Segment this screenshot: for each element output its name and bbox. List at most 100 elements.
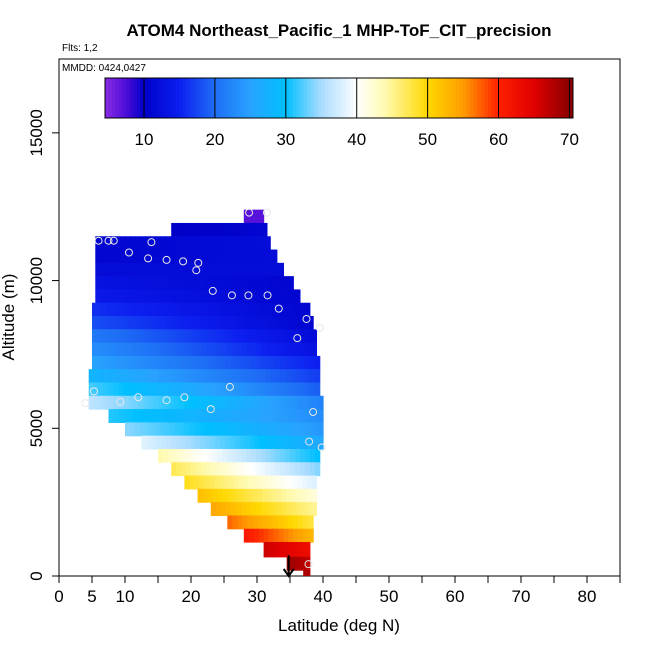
heatmap-cell: [106, 342, 113, 357]
heatmap-cell: [200, 462, 207, 477]
heatmap-cell: [203, 395, 209, 410]
heatmap-cell: [168, 249, 175, 264]
heatmap-cell: [108, 369, 114, 384]
heatmap-cell: [121, 316, 127, 330]
colorbar-segment: [530, 78, 535, 118]
observation-point: [162, 396, 171, 405]
heatmap-cell: [309, 369, 316, 384]
heatmap-cell: [243, 422, 250, 437]
heatmap-cell: [287, 475, 293, 490]
colorbar-segment: [349, 78, 354, 118]
observation-point: [305, 437, 314, 446]
heatmap-cell: [264, 435, 270, 450]
heatmap-cell: [295, 448, 301, 463]
heatmap-cell: [116, 302, 123, 317]
heatmap-cell: [172, 382, 178, 397]
y-axis: 0 5000 10000 15000: [27, 109, 59, 581]
heatmap-cell: [178, 249, 185, 264]
heatmap-cell: [232, 515, 238, 530]
heatmap-cell: [233, 262, 240, 277]
heatmap-cell: [231, 329, 238, 344]
heatmap-cell: [171, 302, 177, 317]
heatmap-cell: [123, 382, 129, 397]
heatmap-cell: [195, 435, 201, 450]
heatmap-cell: [176, 342, 183, 357]
heatmap-cell: [281, 502, 287, 517]
heatmap-cell: [309, 462, 316, 477]
heatmap-cell: [230, 502, 237, 517]
heatmap-cell: [241, 369, 247, 384]
heatmap-cell: [286, 488, 293, 503]
x-tick-label: 20: [182, 587, 201, 606]
heatmap-cell: [210, 302, 217, 317]
heatmap-cell: [234, 435, 241, 450]
heatmap-cell: [213, 475, 220, 490]
heatmap-cell: [110, 236, 116, 251]
heatmap-cell: [150, 289, 156, 304]
heatmap-cell: [180, 316, 186, 330]
colorbar-segment: [271, 78, 276, 118]
heatmap-cell: [216, 448, 223, 463]
colorbar-segment: [534, 78, 539, 118]
heatmap-cell: [290, 382, 296, 397]
heatmap-cell: [191, 462, 197, 477]
heatmap-cell: [288, 422, 294, 437]
colorbar-segment: [229, 78, 234, 118]
heatmap-cell: [151, 342, 158, 357]
heatmap-cell: [182, 448, 188, 463]
heatmap-cell: [141, 342, 148, 357]
observation-point: [180, 393, 189, 402]
heatmap-cell: [240, 289, 246, 304]
heatmap-cell: [134, 249, 141, 264]
heatmap-cell: [271, 342, 278, 357]
heatmap-cell: [268, 528, 275, 543]
heatmap-cell: [311, 342, 317, 357]
heatmap-cell: [131, 302, 138, 317]
heatmap-cell: [265, 236, 271, 251]
heatmap-cell: [188, 395, 194, 410]
colorbar-segment: [470, 78, 475, 118]
heatmap-cell: [208, 395, 214, 410]
colorbar-segment: [558, 78, 563, 118]
heatmap-cell: [136, 302, 143, 317]
heatmap-cell: [300, 556, 306, 571]
colorbar-segment: [218, 78, 223, 118]
colorbar-segment: [388, 78, 393, 118]
heatmap-cell: [191, 355, 197, 370]
colorbar-segment: [257, 78, 262, 118]
heatmap-cell: [290, 448, 296, 463]
heatmap-cell: [124, 249, 131, 264]
colorbar-segment: [136, 78, 141, 118]
heatmap-cell: [211, 342, 218, 357]
heatmap-cell: [199, 422, 205, 437]
heatmap-cell: [161, 435, 167, 450]
heatmap-cell: [143, 409, 150, 423]
heatmap-cell: [165, 236, 171, 251]
heatmap-cell: [160, 316, 167, 330]
heatmap-cell: [231, 342, 238, 357]
heatmap-cell: [273, 528, 280, 543]
heatmap-cell: [288, 409, 294, 423]
heatmap-cell: [183, 409, 189, 423]
heatmap-cell: [247, 475, 254, 490]
colorbar-segment: [214, 78, 219, 118]
heatmap-cell: [311, 502, 317, 517]
heatmap-cell: [252, 488, 258, 503]
heatmap-cell: [153, 395, 160, 410]
heatmap-cell: [146, 342, 153, 357]
heatmap-cell: [177, 448, 184, 463]
heatmap-cell: [289, 289, 296, 304]
colorbar-segment: [523, 78, 528, 118]
heatmap-cell: [308, 515, 314, 530]
colorbar-segment: [211, 78, 216, 118]
heatmap-cell: [278, 395, 284, 410]
colorbar-segment: [183, 78, 188, 118]
heatmap-cell: [253, 262, 260, 277]
heatmap-cell: [254, 435, 260, 450]
heatmap-cell: [134, 422, 141, 437]
heatmap-cell: [187, 369, 193, 384]
heatmap-cell: [167, 369, 173, 384]
heatmap-cell: [235, 502, 242, 517]
heatmap-cell: [276, 488, 283, 503]
heatmap-cell: [113, 409, 120, 423]
